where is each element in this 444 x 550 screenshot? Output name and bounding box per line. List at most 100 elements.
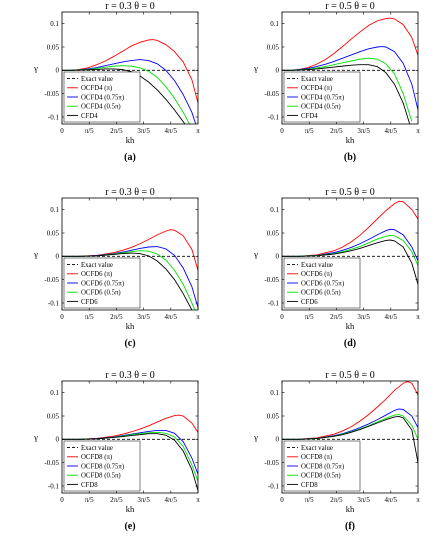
chart-title: r = 0.3 θ = 0: [105, 187, 154, 198]
chart-panel-0: r = 0.3 θ = 00 π/5 2π/5 3π/5 4π/5 π0.10.050-0…: [33, 1, 200, 163]
legend: Exact value OCFD6 (π) OCFD6 (0.75π) OCFD6 (…: [283, 257, 361, 309]
legend-label-0: Exact value: [81, 76, 113, 83]
x-tick-label: 2π/5: [110, 313, 123, 321]
series-group: [62, 414, 198, 491]
y-tick-label: -0.1: [268, 482, 280, 490]
series-group: [62, 39, 198, 124]
legend-label-0: Exact value: [81, 445, 113, 452]
series-line-2: [282, 46, 418, 111]
y-tick-label: -0.1: [48, 299, 60, 307]
x-axis-label: kh: [126, 135, 135, 145]
y-tick-label: -0.1: [48, 113, 60, 121]
y-tick-label: -0.05: [264, 90, 279, 98]
x-axis-label: kh: [346, 135, 355, 145]
series-group: [282, 381, 418, 463]
plot-frame: [281, 197, 419, 311]
legend-label-2: OCFD4 (0.75π): [81, 94, 124, 101]
series-group: [282, 200, 418, 285]
y-tick-label: -0.1: [48, 482, 60, 490]
legend-label-1: OCFD6 (π): [81, 271, 112, 278]
x-tick-label: 2π/5: [330, 313, 343, 321]
chart-title: r = 0.5 θ = 0: [325, 1, 374, 12]
y-tick-label: 0: [276, 67, 280, 75]
y-axis-label: γ: [33, 432, 38, 442]
panel-caption: (d): [344, 338, 356, 349]
x-tick-label: 3π/5: [137, 127, 150, 135]
x-tick-label: π/5: [85, 496, 94, 504]
plot-frame: [61, 11, 199, 125]
x-tick-label: π: [196, 127, 200, 135]
chart-panel-5: r = 0.5 θ = 00 π/5 2π/5 3π/5 4π/5 π0.10.050-0…: [253, 370, 420, 532]
series-line-1: [62, 414, 198, 440]
legend-label-2: OCFD4 (0.75π): [301, 94, 344, 101]
x-tick-label: 4π/5: [385, 496, 398, 504]
legend-box: [283, 71, 361, 123]
x-tick-label: π/5: [305, 496, 314, 504]
x-tick-label: π: [196, 496, 200, 504]
y-tick-label: 0: [276, 436, 280, 444]
y-tick-label: 0.1: [270, 20, 279, 28]
chart-title: r = 0.5 θ = 0: [325, 187, 374, 198]
x-tick-label: 3π/5: [357, 313, 370, 321]
y-tick-label: -0.05: [264, 276, 279, 284]
x-tick-label: 0: [280, 313, 284, 321]
y-axis-label: γ: [253, 63, 258, 73]
x-tick-label: 2π/5: [330, 496, 343, 504]
y-tick-label: 0.1: [270, 206, 279, 214]
chart-panel-4: r = 0.3 θ = 00 π/5 2π/5 3π/5 4π/5 π0.10.050-0…: [33, 370, 200, 532]
y-tick-label: -0.1: [268, 299, 280, 307]
legend-label-1: OCFD6 (π): [301, 271, 332, 278]
y-tick-label: 0: [56, 67, 60, 75]
series-line-4: [62, 433, 198, 491]
chart-title: r = 0.3 θ = 0: [105, 370, 154, 381]
y-axis-label: γ: [33, 63, 38, 73]
chart-panel-2: r = 0.3 θ = 00 π/5 2π/5 3π/5 4π/5 π0.10.050-0…: [33, 187, 200, 349]
x-tick-label: 2π/5: [330, 127, 343, 135]
legend-label-3: OCFD4 (0.5π): [81, 104, 121, 111]
plot-frame: [61, 197, 199, 311]
x-tick-label: π: [416, 127, 420, 135]
y-tick-label: 0.1: [50, 20, 59, 28]
y-tick-label: 0.1: [50, 389, 59, 397]
legend-label-4: CFD4: [81, 113, 98, 120]
x-tick-label: 0: [280, 496, 284, 504]
series-group: [62, 229, 198, 310]
series-line-1: [282, 381, 418, 440]
legend: Exact value OCFD8 (π) OCFD8 (0.75π) OCFD8 (…: [283, 440, 361, 492]
x-tick-label: π/5: [85, 313, 94, 321]
x-tick-label: 2π/5: [110, 496, 123, 504]
y-axis-label: γ: [33, 249, 38, 259]
x-tick-label: π: [416, 496, 420, 504]
panel-caption: (f): [345, 521, 355, 532]
legend-label-0: Exact value: [301, 262, 333, 269]
x-axis-label: kh: [346, 321, 355, 331]
chart-title: r = 0.3 θ = 0: [105, 1, 154, 12]
legend: Exact value OCFD4 (π) OCFD4 (0.75π) OCFD4 (…: [63, 71, 141, 123]
legend: Exact value OCFD8 (π) OCFD8 (0.75π) OCFD8 (…: [63, 440, 141, 492]
legend-label-4: CFD6: [81, 299, 98, 306]
series-line-4: [62, 68, 186, 124]
series-group: [282, 17, 418, 124]
legend-label-2: OCFD8 (0.75π): [81, 463, 124, 470]
panel-caption: (a): [124, 152, 136, 163]
legend-label-4: CFD8: [301, 482, 318, 489]
legend-label-1: OCFD8 (π): [81, 454, 112, 461]
y-tick-label: 0.1: [50, 206, 59, 214]
legend-label-2: OCFD6 (0.75π): [301, 280, 344, 287]
legend-label-3: OCFD4 (0.5π): [301, 104, 341, 111]
legend: Exact value OCFD6 (π) OCFD6 (0.75π) OCFD6 (…: [63, 257, 141, 309]
legend-label-0: Exact value: [301, 76, 333, 83]
x-tick-label: 0: [60, 313, 64, 321]
legend-label-4: CFD8: [81, 482, 98, 489]
legend-label-2: OCFD8 (0.75π): [301, 463, 344, 470]
y-tick-label: 0.05: [47, 229, 60, 237]
legend-label-4: CFD4: [301, 113, 318, 120]
chart-title: r = 0.5 θ = 0: [325, 370, 374, 381]
legend-label-3: OCFD6 (0.5π): [81, 290, 121, 297]
y-tick-label: 0.1: [270, 389, 279, 397]
y-tick-label: 0.05: [47, 412, 60, 420]
series-line-4: [62, 252, 193, 310]
plot-frame: [281, 380, 419, 494]
legend-label-1: OCFD8 (π): [301, 454, 332, 461]
